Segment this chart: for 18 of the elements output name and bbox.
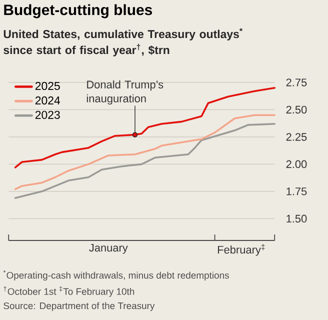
line-series <box>14 122 276 199</box>
y-tick-label: 2.00 <box>286 160 307 168</box>
legend-label: 2025 <box>35 82 60 90</box>
text: $^{†}$October 1st $^{‡}$To February 10th <box>4 286 134 297</box>
text: United States, cumulative Treasury outlays$^{*}$ since start of fiscal year$^{†}$, $trn <box>4 28 243 56</box>
y-tick-label: 2.25 <box>286 133 307 141</box>
legend-label: 2024 <box>35 96 60 104</box>
x-tick-label: February$^{‡}$ <box>218 244 265 256</box>
y-tick-label: 2.50 <box>286 106 307 114</box>
y-tick-label: 1.75 <box>286 188 307 196</box>
x-tick-label: January <box>89 244 128 254</box>
legend-label: 2023 <box>35 110 60 119</box>
y-tick-label: 1.50 <box>286 214 307 223</box>
chart-title: Budget-cutting blues <box>4 4 152 18</box>
source-note: Source: Department of the Treasury <box>4 302 155 312</box>
y-tick-label: 2.75 <box>286 78 307 86</box>
annotation: Donald Trump’s inauguration <box>86 80 164 105</box>
text: $^{*}$Operating-cash withdrawals, minus debt redemptions <box>3 270 229 281</box>
